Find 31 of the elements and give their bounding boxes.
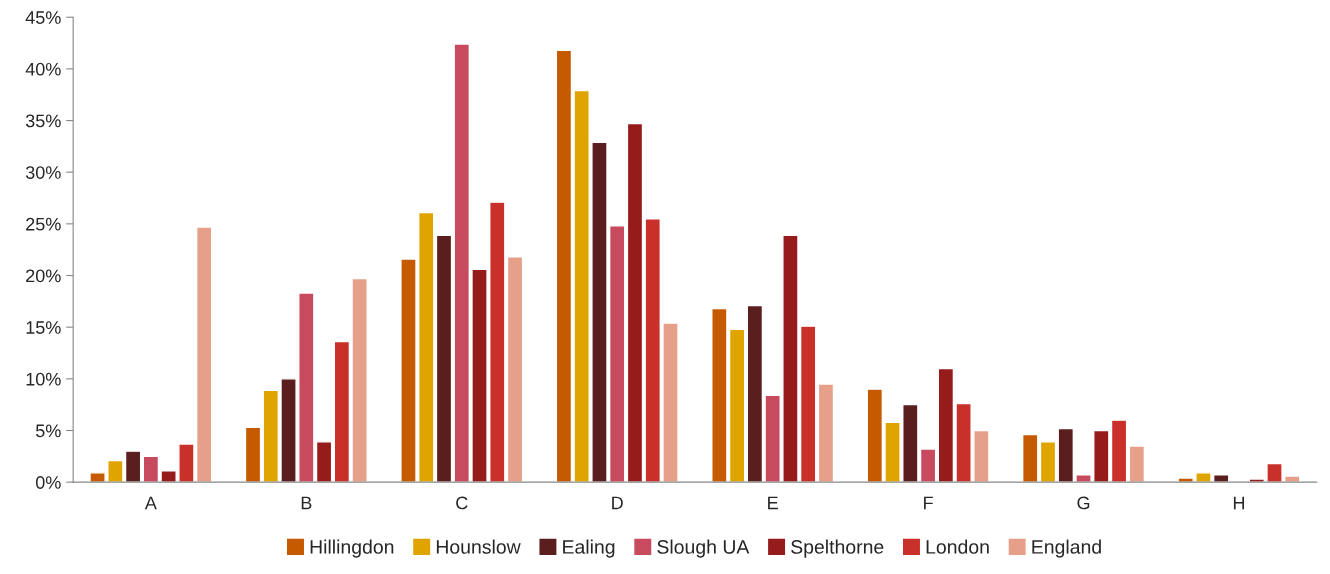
x-tick-label: B: [301, 496, 312, 510]
y-tick-label: 35%: [25, 114, 61, 128]
legend-label: Hounslow: [436, 539, 521, 554]
y-tick-label: 5%: [35, 424, 61, 438]
legend-label: England: [1032, 539, 1101, 558]
bar: [1021, 433, 1039, 483]
x-tick-label: F: [924, 496, 933, 510]
y-tick-label: 40%: [25, 62, 61, 76]
x-tick-label: C: [456, 496, 468, 510]
legend-label: Hillingdon: [310, 539, 394, 558]
legend-label: Ealing: [563, 539, 615, 558]
y-tick-label: 10%: [26, 372, 61, 386]
bar: [817, 383, 835, 483]
bar: [1039, 441, 1057, 483]
bar: [1128, 445, 1146, 483]
x-tick-label: H: [1233, 496, 1245, 510]
x-tick-label: E: [768, 496, 778, 510]
y-tick-label: 20%: [26, 269, 61, 283]
y-tick-label: 15%: [26, 321, 61, 334]
legend-label: Slough UA: [657, 539, 750, 558]
bar: [244, 426, 262, 483]
x-tick-label: A: [144, 496, 157, 510]
y-tick-label: 30%: [25, 166, 61, 179]
legend-label: Spelthorne: [791, 539, 884, 558]
y-tick-label: 25%: [26, 217, 61, 231]
legend-label: London: [926, 539, 989, 554]
y-tick-label: 0%: [35, 476, 61, 489]
bar: [435, 234, 453, 483]
y-tick-label: 45%: [25, 11, 61, 24]
x-tick-label: D: [612, 496, 623, 510]
x-tick-label: G: [1077, 496, 1090, 510]
